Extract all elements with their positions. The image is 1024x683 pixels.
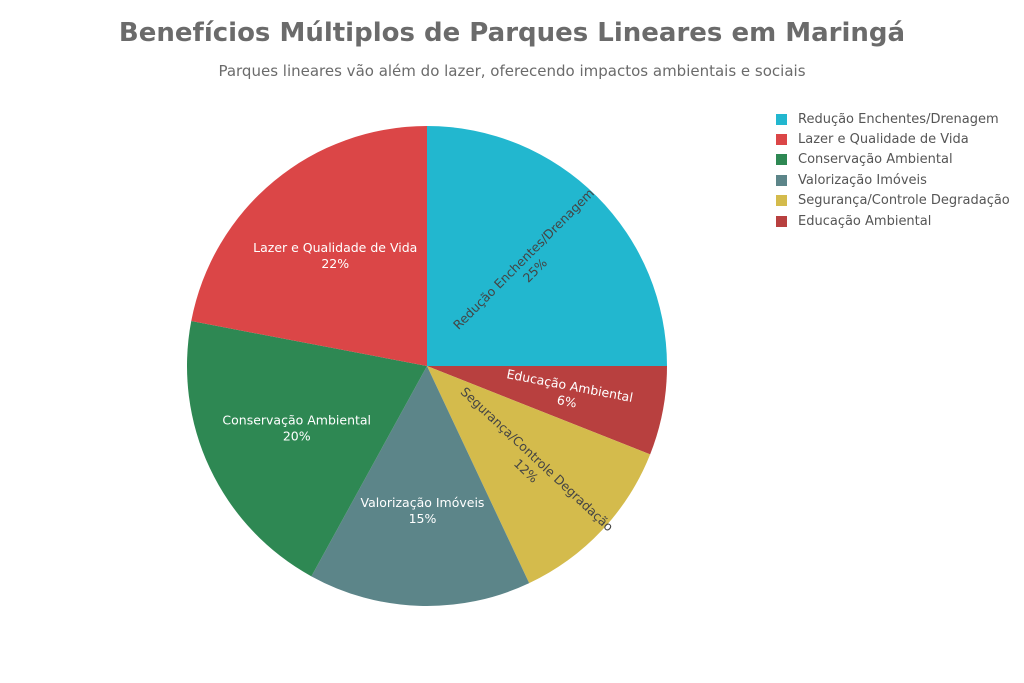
pie-slice-lazer-e-qualidade-de-vida — [191, 126, 427, 366]
slice-label-name: Valorização Imóveis — [361, 495, 485, 510]
legend-label: Educação Ambiental — [798, 213, 932, 229]
pie-slice-valorizacao-imoveis — [311, 366, 530, 606]
legend-swatch — [776, 134, 787, 146]
legend-item-reducao-enchentes-drenagem[interactable]: Redução Enchentes/Drenagem — [776, 109, 1010, 129]
pie-slice-educacao-ambiental — [427, 366, 667, 455]
legend-item-lazer-e-qualidade-de-vida[interactable]: Lazer e Qualidade de Vida — [776, 129, 1010, 149]
chart-subtitle: Parques lineares vão além do lazer, ofer… — [218, 62, 806, 80]
slice-label-name: Conservação Ambiental — [222, 412, 371, 427]
pie-slice-seguranca-controle-degradacao — [427, 366, 651, 584]
legend-label: Redução Enchentes/Drenagem — [798, 111, 999, 127]
legend-label: Valorização Imóveis — [798, 172, 927, 188]
slice-label-name: Lazer e Qualidade de Vida — [253, 240, 417, 255]
legend-swatch — [776, 113, 787, 125]
pie-slice-reducao-enchentes-drenagem — [427, 126, 667, 366]
legend-item-educacao-ambiental[interactable]: Educação Ambiental — [776, 211, 1010, 231]
legend-item-valorizacao-imoveis[interactable]: Valorização Imóveis — [776, 170, 1010, 190]
legend-label: Segurança/Controle Degradação — [798, 193, 1010, 209]
legend-label: Conservação Ambiental — [798, 152, 953, 168]
chart-title: Benefícios Múltiplos de Parques Lineares… — [118, 18, 906, 48]
legend-item-seguranca-controle-degradacao[interactable]: Segurança/Controle Degradação — [776, 191, 1010, 211]
slice-label-percent: 22% — [321, 256, 349, 271]
slice-label-percent: 15% — [409, 511, 437, 526]
slice-label-percent: 6% — [556, 392, 578, 410]
chart-legend: Redução Enchentes/Drenagem Lazer e Qualid… — [776, 109, 1010, 231]
legend-swatch — [776, 174, 787, 186]
legend-swatch — [776, 195, 787, 207]
legend-swatch — [776, 215, 787, 227]
legend-label: Lazer e Qualidade de Vida — [798, 132, 969, 148]
legend-swatch — [776, 154, 787, 166]
pie-slice-conservacao-ambiental — [187, 321, 427, 577]
slice-label-percent: 20% — [283, 428, 311, 443]
legend-item-conservacao-ambiental[interactable]: Conservação Ambiental — [776, 150, 1010, 170]
